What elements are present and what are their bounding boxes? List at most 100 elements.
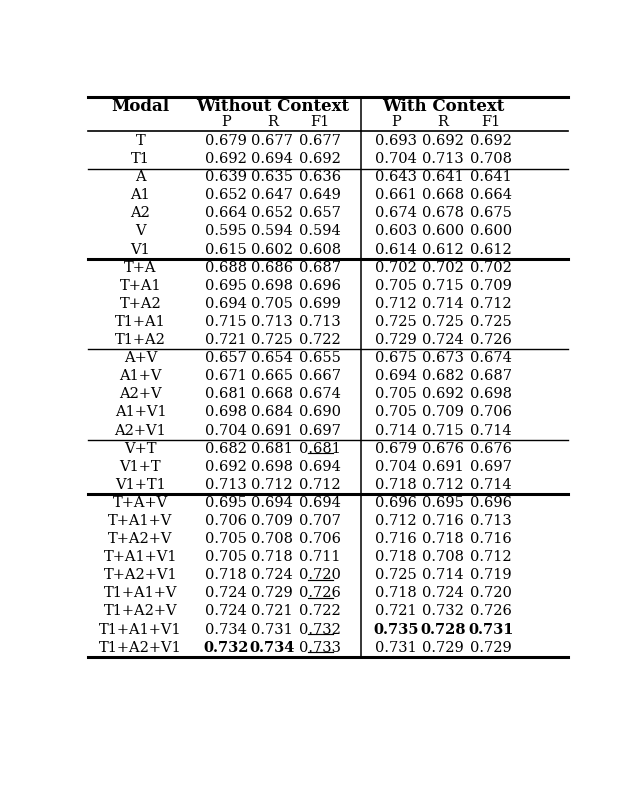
Text: T+A1: T+A1 <box>120 279 161 293</box>
Text: 0.691: 0.691 <box>252 423 293 438</box>
Text: 0.668: 0.668 <box>422 188 464 202</box>
Text: 0.594: 0.594 <box>252 224 293 239</box>
Text: 0.726: 0.726 <box>470 604 512 619</box>
Text: 0.707: 0.707 <box>300 514 341 528</box>
Text: 0.706: 0.706 <box>300 532 341 546</box>
Text: 0.608: 0.608 <box>299 243 341 257</box>
Text: 0.664: 0.664 <box>470 188 512 202</box>
Text: 0.692: 0.692 <box>422 134 463 148</box>
Text: 0.729: 0.729 <box>470 641 511 655</box>
Text: 0.724: 0.724 <box>422 586 463 600</box>
Text: 0.696: 0.696 <box>375 496 417 510</box>
Text: V+T: V+T <box>124 442 157 456</box>
Text: 0.715: 0.715 <box>422 279 463 293</box>
Text: T+A1+V1: T+A1+V1 <box>104 550 177 564</box>
Text: V1+T: V1+T <box>120 460 161 474</box>
Text: P: P <box>221 115 230 129</box>
Text: T1: T1 <box>131 152 150 166</box>
Text: 0.731: 0.731 <box>375 641 417 655</box>
Text: 0.664: 0.664 <box>205 206 246 220</box>
Text: 0.725: 0.725 <box>470 315 511 329</box>
Text: 0.716: 0.716 <box>470 532 511 546</box>
Text: 0.681: 0.681 <box>300 442 341 456</box>
Text: 0.709: 0.709 <box>422 405 463 419</box>
Text: 0.674: 0.674 <box>300 387 341 401</box>
Text: 0.729: 0.729 <box>375 333 417 347</box>
Text: 0.733: 0.733 <box>300 641 341 655</box>
Text: 0.729: 0.729 <box>422 641 463 655</box>
Text: T1+A1+V: T1+A1+V <box>104 586 177 600</box>
Text: 0.665: 0.665 <box>252 369 293 383</box>
Text: 0.702: 0.702 <box>375 261 417 275</box>
Text: T1+A2: T1+A2 <box>115 333 166 347</box>
Text: 0.702: 0.702 <box>422 261 463 275</box>
Text: 0.726: 0.726 <box>470 333 512 347</box>
Text: 0.671: 0.671 <box>205 369 246 383</box>
Text: 0.692: 0.692 <box>300 152 341 166</box>
Text: 0.652: 0.652 <box>252 206 293 220</box>
Text: 0.698: 0.698 <box>252 279 293 293</box>
Text: 0.681: 0.681 <box>205 387 246 401</box>
Text: 0.675: 0.675 <box>375 351 417 365</box>
Text: 0.694: 0.694 <box>300 460 341 474</box>
Text: 0.694: 0.694 <box>375 369 417 383</box>
Text: 0.724: 0.724 <box>252 568 293 582</box>
Text: 0.714: 0.714 <box>422 568 463 582</box>
Text: 0.641: 0.641 <box>422 170 463 184</box>
Text: T1+A1+V1: T1+A1+V1 <box>99 623 182 637</box>
Text: T+A: T+A <box>124 261 157 275</box>
Text: 0.705: 0.705 <box>375 387 417 401</box>
Text: 0.692: 0.692 <box>470 134 512 148</box>
Text: 0.724: 0.724 <box>422 333 463 347</box>
Text: T1+A1: T1+A1 <box>115 315 166 329</box>
Text: 0.682: 0.682 <box>422 369 464 383</box>
Text: With Context: With Context <box>382 98 505 115</box>
Text: 0.696: 0.696 <box>300 279 341 293</box>
Text: 0.675: 0.675 <box>470 206 512 220</box>
Text: 0.704: 0.704 <box>205 423 246 438</box>
Text: 0.729: 0.729 <box>252 586 293 600</box>
Text: 0.726: 0.726 <box>300 586 341 600</box>
Text: 0.699: 0.699 <box>300 297 341 310</box>
Text: 0.731: 0.731 <box>252 623 293 637</box>
Text: 0.636: 0.636 <box>299 170 341 184</box>
Text: A+V: A+V <box>124 351 157 365</box>
Text: 0.694: 0.694 <box>300 496 341 510</box>
Text: 0.595: 0.595 <box>205 224 246 239</box>
Text: 0.719: 0.719 <box>470 568 511 582</box>
Text: P: P <box>391 115 401 129</box>
Text: 0.643: 0.643 <box>375 170 417 184</box>
Text: 0.721: 0.721 <box>376 604 417 619</box>
Text: Without Context: Without Context <box>196 98 349 115</box>
Text: 0.692: 0.692 <box>422 387 463 401</box>
Text: 0.661: 0.661 <box>375 188 417 202</box>
Text: A: A <box>135 170 146 184</box>
Text: 0.721: 0.721 <box>205 333 246 347</box>
Text: 0.716: 0.716 <box>422 514 463 528</box>
Text: 0.718: 0.718 <box>422 532 463 546</box>
Text: 0.718: 0.718 <box>375 586 417 600</box>
Text: 0.676: 0.676 <box>422 442 464 456</box>
Text: 0.698: 0.698 <box>470 387 512 401</box>
Text: V: V <box>135 224 146 239</box>
Text: R: R <box>267 115 278 129</box>
Text: 0.731: 0.731 <box>468 623 513 637</box>
Text: 0.713: 0.713 <box>470 514 511 528</box>
Text: 0.721: 0.721 <box>252 604 293 619</box>
Text: 0.716: 0.716 <box>375 532 417 546</box>
Text: T+A+V: T+A+V <box>113 496 168 510</box>
Text: 0.652: 0.652 <box>205 188 246 202</box>
Text: 0.600: 0.600 <box>422 224 464 239</box>
Text: 0.694: 0.694 <box>252 496 293 510</box>
Text: 0.725: 0.725 <box>375 315 417 329</box>
Text: 0.724: 0.724 <box>205 586 246 600</box>
Text: 0.681: 0.681 <box>252 442 293 456</box>
Text: 0.649: 0.649 <box>300 188 341 202</box>
Text: T1+A2+V: T1+A2+V <box>104 604 177 619</box>
Text: 0.697: 0.697 <box>470 460 512 474</box>
Text: 0.713: 0.713 <box>205 478 246 492</box>
Text: 0.691: 0.691 <box>422 460 463 474</box>
Text: 0.673: 0.673 <box>422 351 464 365</box>
Text: 0.677: 0.677 <box>252 134 293 148</box>
Text: 0.704: 0.704 <box>375 460 417 474</box>
